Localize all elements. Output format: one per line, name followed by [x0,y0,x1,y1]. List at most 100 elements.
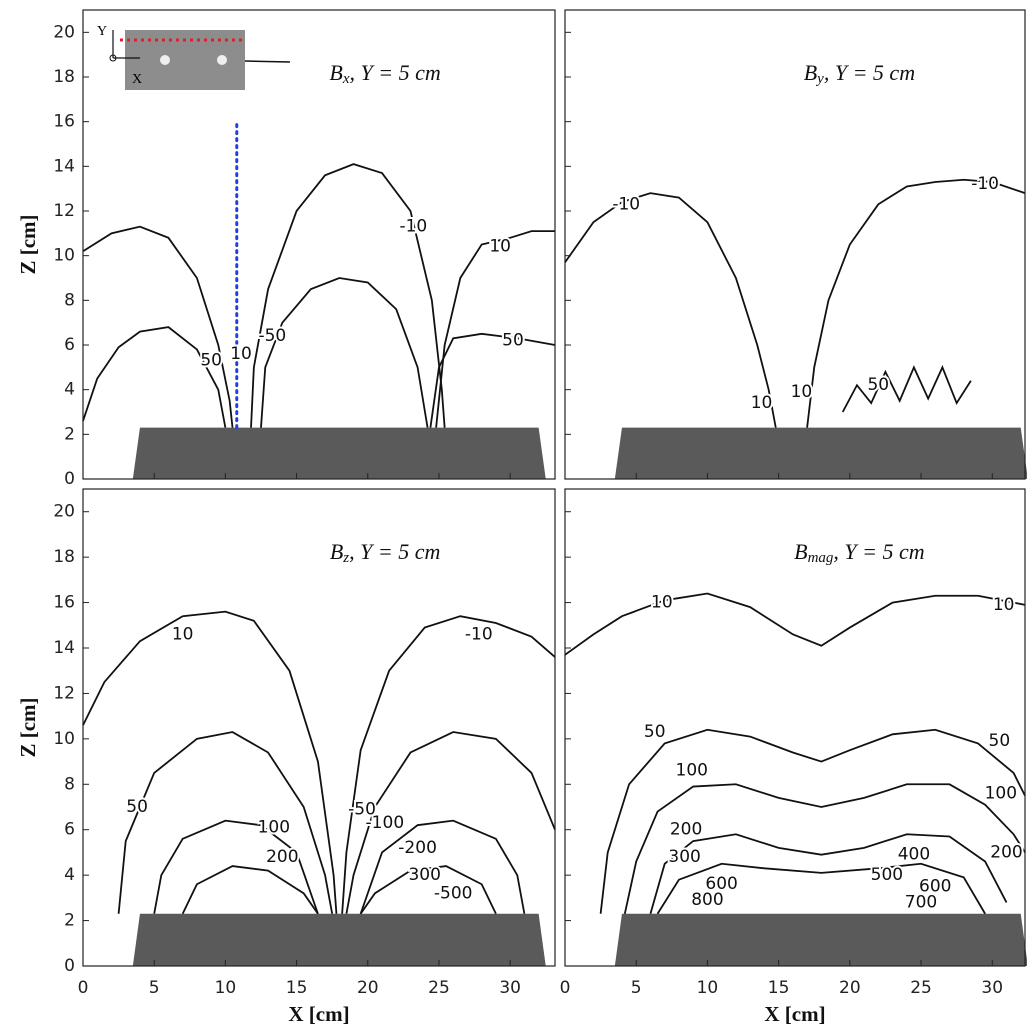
title-subscript: y [815,71,824,87]
x-axis-label: X [cm] [764,1002,825,1026]
title-symbol: B [330,539,343,564]
title-symbol: B [804,60,817,85]
contour-label: 50 [867,375,889,395]
contour-line [341,615,556,914]
contour-line [117,731,334,914]
contour-label: 50 [989,731,1011,751]
inset-pointer [244,60,291,63]
y-tick-label: 4 [64,865,75,885]
plot-frame [82,488,556,967]
y-tick-label: 20 [53,502,75,522]
contour-label: 50 [126,797,148,817]
chart-title: Bz, Y = 5 cm [330,539,441,566]
inset-origin [109,54,117,62]
title-rest: , Y = 5 cm [833,539,924,564]
y-tick-label: 16 [53,593,75,613]
contour-label: -10 [971,174,999,194]
contour-line [82,225,234,428]
contour-label: 10 [791,382,813,402]
contour-label: -50 [258,326,286,346]
x-tick-label: 0 [78,978,89,998]
contour-line [649,833,1008,915]
contour-label: 50 [200,351,222,371]
inset-axis-label: X [132,72,142,87]
x-tick-label: 30 [981,978,1003,998]
contour-label: 200 [990,842,1022,862]
contour-label: 10 [489,237,511,257]
contour-label: -200 [398,838,437,858]
plot-frame [564,9,1026,480]
title-symbol: B [794,539,807,564]
contour-line [181,865,319,915]
contour-label: 500 [871,865,903,885]
contour-label: 400 [898,845,930,865]
contour-label: 600 [919,877,951,897]
inset-hole [160,55,170,65]
title-rest: , Y = 5 cm [824,60,915,85]
contour-label: 100 [985,783,1017,803]
y-tick-label: 6 [64,335,75,355]
contour-line [359,865,497,915]
contour-label: 100 [676,761,708,781]
contour-label: 10 [651,593,673,613]
contour-label: 200 [670,820,702,840]
x-tick-label: 10 [697,978,719,998]
contour-label: 10 [172,624,194,644]
x-tick-label: 20 [357,978,379,998]
contour-line [153,819,319,915]
y-tick-label: 20 [53,22,75,42]
contour-label: 300 [408,865,440,885]
contour-line [429,332,556,428]
contour-label: 700 [905,892,937,912]
chart-title: By, Y = 5 cm [804,60,915,87]
x-tick-label: 15 [286,978,308,998]
inset-axis-label: Y [97,24,107,39]
contour-label: -10 [465,624,493,644]
contour-line [359,819,526,915]
contour-label: 10 [751,393,773,413]
x-tick-label: 0 [560,978,571,998]
magnet [614,913,1027,966]
contour-line [260,277,429,428]
y-tick-label: 6 [64,820,75,840]
plot-frame [82,9,556,480]
title-symbol: B [329,60,342,85]
contour-label: 50 [502,331,524,351]
y-tick-label: 8 [64,290,75,310]
magnet [132,427,546,479]
contour-line [82,610,338,914]
y-tick-label: 18 [53,67,75,87]
contour-label: 800 [691,890,723,910]
contour-label: -500 [434,883,473,903]
contour-label: 200 [266,847,298,867]
y-tick-label: 16 [53,112,75,132]
contour-line [345,731,556,914]
chart-title: Bmag, Y = 5 cm [794,539,925,566]
contour-line [623,783,1026,914]
y-tick-label: 0 [64,956,75,976]
y-axis-label: Z [cm] [16,697,40,757]
title-rest: , Y = 5 cm [349,539,440,564]
y-tick-label: 10 [53,729,75,749]
inset-hole [217,55,227,65]
x-tick-label: 25 [910,978,932,998]
y-tick-label: 18 [53,547,75,567]
x-tick-label: 5 [631,978,642,998]
y-tick-label: 4 [64,380,75,400]
y-tick-label: 2 [64,911,75,931]
y-tick-label: 12 [53,201,75,221]
title-subscript: x [342,71,350,87]
contour-label: 100 [258,817,290,837]
contour-label: -10 [612,194,640,214]
x-tick-label: 30 [499,978,521,998]
contour-line [564,192,777,428]
contour-line [250,163,446,428]
y-tick-label: 14 [53,638,75,658]
x-tick-label: 15 [768,978,790,998]
y-axis-label: Z [cm] [16,214,40,274]
contour-line [435,230,555,428]
contour-line [564,592,1026,656]
x-tick-label: 20 [839,978,861,998]
y-tick-label: 12 [53,683,75,703]
y-tick-label: 8 [64,774,75,794]
